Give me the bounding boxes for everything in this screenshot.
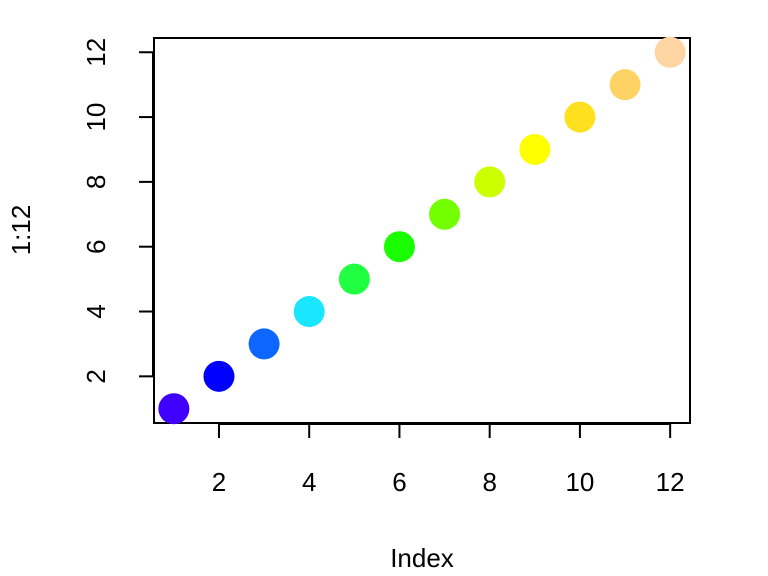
data-point xyxy=(474,166,506,198)
y-tick-label: 2 xyxy=(81,369,111,383)
data-point xyxy=(248,328,280,360)
y-tick-label: 6 xyxy=(81,239,111,253)
x-tick-label: 12 xyxy=(656,467,685,497)
y-tick-label: 12 xyxy=(81,38,111,67)
y-tick-label: 4 xyxy=(81,304,111,318)
x-axis-title: Index xyxy=(390,543,454,573)
y-axis: 2 4 6 8 10 12 xyxy=(81,38,154,384)
x-axis: 2 4 6 8 10 12 xyxy=(212,423,685,497)
data-point xyxy=(654,36,686,68)
data-point xyxy=(519,133,551,165)
y-tick-label: 10 xyxy=(81,103,111,132)
x-tick-label: 10 xyxy=(565,467,594,497)
data-point xyxy=(564,101,596,133)
x-tick-label: 6 xyxy=(392,467,406,497)
y-tick-label: 8 xyxy=(81,175,111,189)
data-point xyxy=(429,198,461,230)
data-point xyxy=(203,360,235,392)
y-axis-title: 1:12 xyxy=(6,205,36,256)
data-point xyxy=(383,231,415,263)
data-point xyxy=(338,263,370,295)
x-tick-label: 4 xyxy=(302,467,316,497)
x-tick-label: 2 xyxy=(212,467,226,497)
data-point xyxy=(158,393,190,425)
plot-frame xyxy=(153,37,691,424)
data-points xyxy=(158,36,686,425)
x-tick-label: 8 xyxy=(482,467,496,497)
data-point xyxy=(293,296,325,328)
data-point xyxy=(609,69,641,101)
